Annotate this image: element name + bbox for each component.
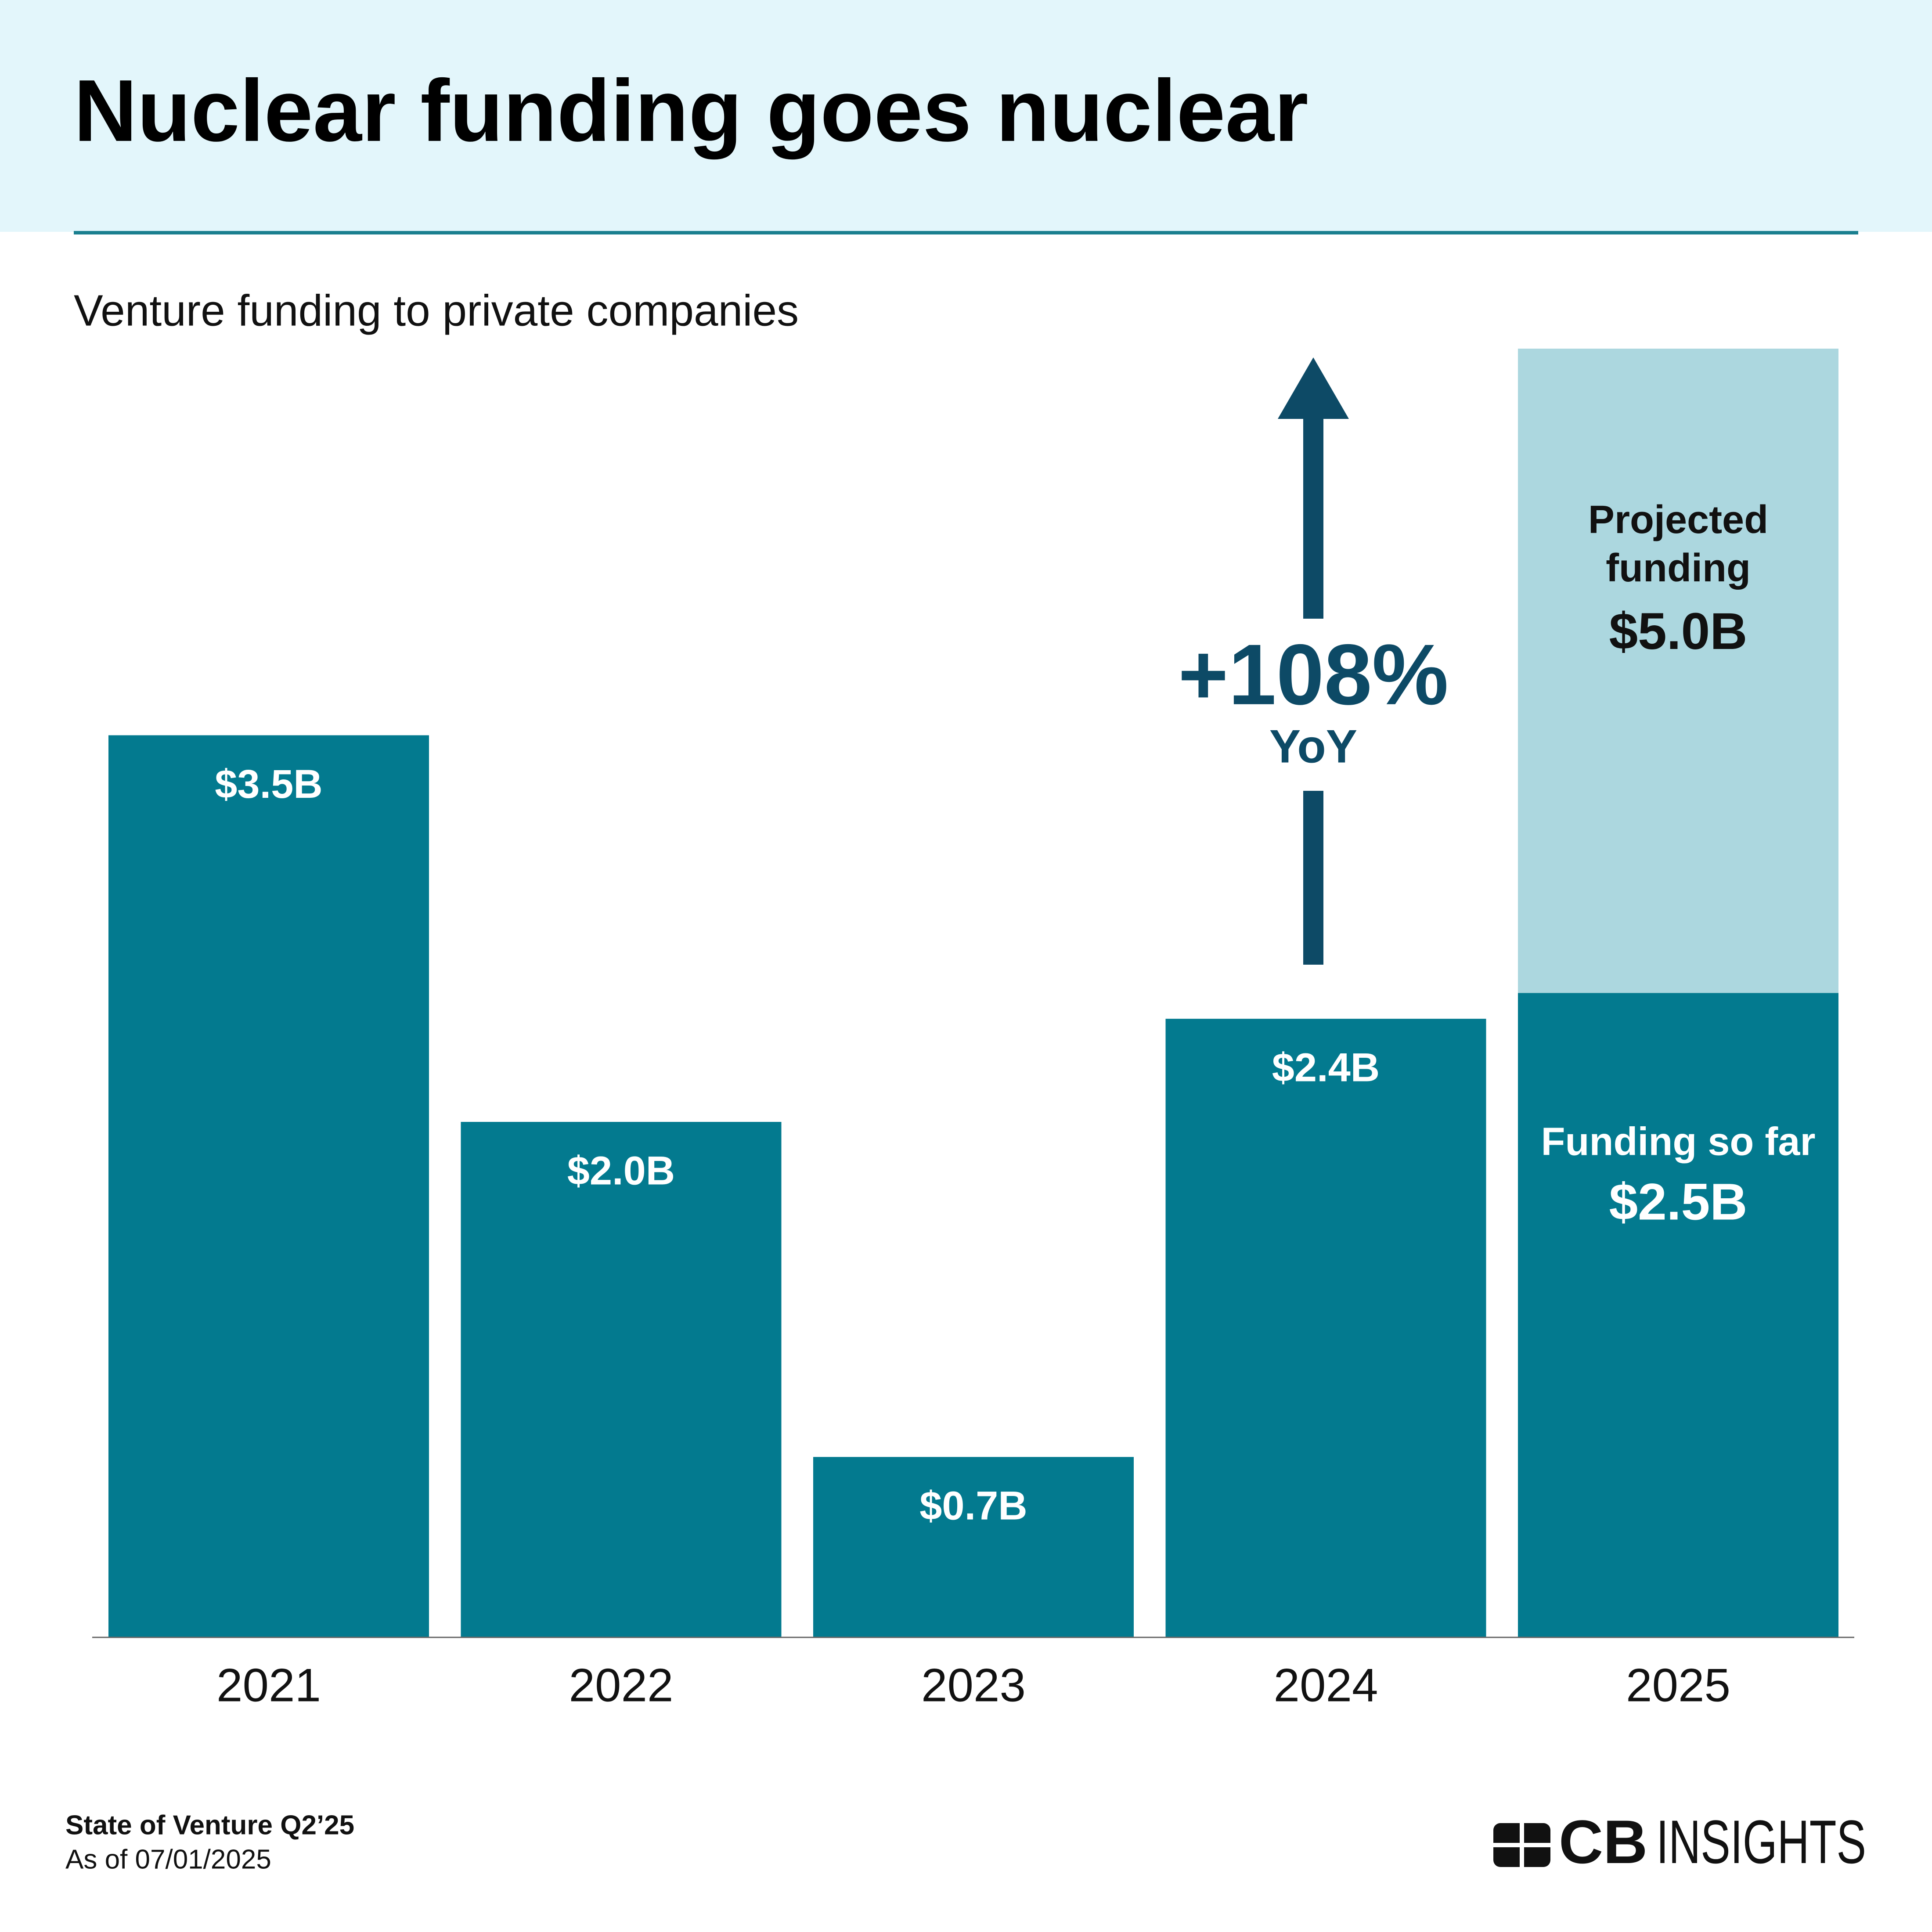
header-rule [74,231,1858,234]
x-tick-label: 2024 [1273,1658,1378,1711]
value-label: $2.0B [567,1148,675,1193]
logo-light: INSIGHTS [1656,1807,1866,1876]
value-label: $3.5B [215,762,323,807]
arrow-shaft [1303,419,1323,619]
value-label: $5.0B [1609,602,1748,660]
footer-source: State of Venture Q2’25 [65,1810,354,1840]
bar [461,1122,782,1637]
logo: CB INSIGHTS [1493,1807,1866,1876]
chart-title: Nuclear funding goes nuclear [74,62,1308,160]
value-label: $2.4B [1272,1045,1380,1090]
annotation-sub: YoY [1269,720,1357,772]
arrow-head [1278,357,1349,419]
bar [1518,993,1838,1637]
bar [813,1457,1134,1637]
legend-label: Projected funding [1588,498,1769,590]
x-tick-label: 2022 [569,1658,673,1711]
x-tick-label: 2021 [216,1658,321,1711]
logo-bold: CB [1559,1807,1647,1876]
bar [1165,1019,1486,1637]
arrow-shaft [1303,791,1323,965]
x-tick-label: 2023 [921,1658,1026,1711]
footer-date: As of 07/01/2025 [65,1844,271,1874]
value-label: $2.5B [1609,1173,1748,1231]
bar [108,735,429,1637]
legend-label: Funding so far [1541,1120,1816,1164]
x-tick-label: 2025 [1626,1658,1730,1711]
logo-icon-line [1520,1823,1524,1867]
value-label: $0.7B [919,1483,1027,1528]
growth-arrow [1278,357,1349,965]
annotation: +108% [1178,627,1449,723]
header-band [0,0,1932,232]
chart-subtitle: Venture funding to private companies [74,286,799,335]
